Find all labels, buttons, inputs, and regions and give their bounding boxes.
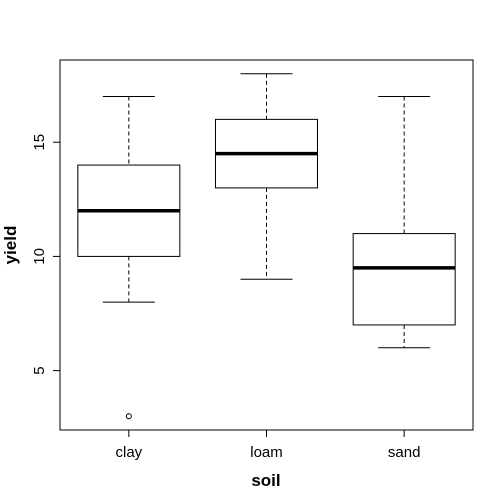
y-tick-label: 5 [31,366,48,374]
x-tick-label: loam [250,444,283,461]
y-axis: 5 10 15 [31,134,61,375]
x-tick-label: sand [388,444,421,461]
x-tick-label: clay [115,444,142,461]
outlier-point [125,413,132,420]
box-sand [352,96,456,349]
x-axis: clay loam sand [115,429,421,461]
x-axis-label: soil [251,471,280,490]
box-clay [77,96,181,420]
y-tick-label: 10 [31,248,48,265]
box-iqr [352,233,456,326]
y-tick-label: 15 [31,134,48,151]
boxes-layer [77,73,456,420]
box-loam [215,73,318,280]
y-axis-label: yield [1,226,20,265]
